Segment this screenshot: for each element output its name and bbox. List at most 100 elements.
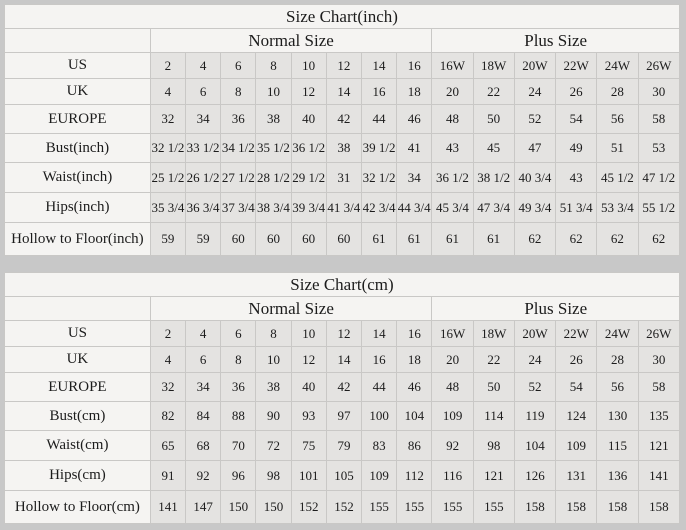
size-value-cell: 97 <box>325 401 363 431</box>
size-value-cell: 43 <box>431 133 474 163</box>
size-value-cell: 43 <box>555 162 598 193</box>
size-value-cell: 36 <box>220 104 257 134</box>
size-value-cell: 4 <box>149 346 187 373</box>
size-value-cell: 75 <box>290 430 327 461</box>
size-value-cell: 100 <box>361 401 398 431</box>
size-value-cell: 32 <box>149 104 187 134</box>
size-value-cell: 92 <box>185 460 222 491</box>
table-row: Hips(inch) 35 3/4 36 3/4 37 3/4 38 3/4 39 3/4… <box>4 192 680 223</box>
size-value-cell: 34 <box>185 104 222 134</box>
size-value-cell: 4 <box>149 78 187 105</box>
size-value-cell: 49 <box>555 133 598 163</box>
size-value-cell: 70 <box>220 430 257 461</box>
size-value-cell: 16W <box>431 52 474 79</box>
size-value-cell: 8 <box>220 346 257 373</box>
size-value-cell: 47 3/4 <box>472 192 515 223</box>
size-value-cell: 36 1/2 <box>431 162 474 193</box>
row-label: US <box>4 320 151 347</box>
table-row: Waist(cm) 65 68 70 72 75 79 83 86 92 98 104 109 115 12… <box>4 430 681 461</box>
size-value-cell: 116 <box>431 460 474 491</box>
table-row: EUROPE 32 34 36 38 40 42 44 46 48 50 52 54 56 58 <box>4 104 680 134</box>
size-value-cell: 54 <box>555 372 598 402</box>
size-value-cell: 34 1/2 <box>220 133 257 163</box>
size-value-cell: 41 3/4 <box>325 192 362 223</box>
size-value-cell: 4 <box>185 52 222 79</box>
size-value-cell: 36 3/4 <box>185 192 222 223</box>
size-value-cell: 24W <box>596 320 639 347</box>
size-chart-title: Size Chart(cm) <box>4 272 680 297</box>
size-value-cell: 53 <box>637 133 680 163</box>
size-value-cell: 6 <box>220 52 257 79</box>
size-value-cell: 109 <box>431 401 474 431</box>
size-value-cell: 58 <box>637 372 681 402</box>
size-value-cell: 60 <box>325 222 362 256</box>
size-value-cell: 62 <box>513 222 557 256</box>
size-value-cell: 47 <box>513 133 557 163</box>
size-value-cell: 39 3/4 <box>290 192 327 223</box>
size-value-cell: 8 <box>220 78 257 105</box>
table-row: UK 4 6 8 10 12 14 16 18 20 22 24 26 28 30 <box>4 78 680 105</box>
size-value-cell: 60 <box>255 222 292 256</box>
row-label: Bust(inch) <box>4 133 151 163</box>
size-value-cell: 155 <box>396 490 433 524</box>
size-value-cell: 98 <box>255 460 292 491</box>
row-label: EUROPE <box>4 372 151 402</box>
size-value-cell: 68 <box>185 430 222 461</box>
size-value-cell: 22W <box>555 52 598 79</box>
size-value-cell: 6 <box>185 346 222 373</box>
size-value-cell: 49 3/4 <box>513 192 557 223</box>
size-value-cell: 38 1/2 <box>472 162 515 193</box>
size-value-cell: 39 1/2 <box>360 133 398 163</box>
size-value-cell: 119 <box>513 401 557 431</box>
size-value-cell: 136 <box>596 460 639 491</box>
size-value-cell: 18W <box>472 320 515 347</box>
size-value-cell: 16 <box>361 346 398 373</box>
size-value-cell: 20W <box>513 320 557 347</box>
size-value-cell: 32 1/2 <box>360 162 398 193</box>
size-value-cell: 46 <box>396 372 433 402</box>
size-value-cell: 36 1/2 <box>290 133 327 163</box>
size-value-cell: 12 <box>290 78 327 105</box>
table-row: EUROPE 32 34 36 38 40 42 44 46 48 50 52 54 56 58 <box>4 372 681 402</box>
size-value-cell: 158 <box>513 490 557 524</box>
size-value-cell: 88 <box>220 401 257 431</box>
size-value-cell: 141 <box>637 460 681 491</box>
size-value-cell: 52 <box>513 372 557 402</box>
table-row: UK 4 6 8 10 12 14 16 18 20 22 24 26 28 30 <box>4 346 681 373</box>
size-value-cell: 52 <box>513 104 557 134</box>
size-value-cell: 126 <box>513 460 557 491</box>
size-value-cell: 135 <box>637 401 681 431</box>
size-value-cell: 104 <box>396 401 433 431</box>
size-value-cell: 35 1/2 <box>255 133 292 163</box>
size-value-cell: 18 <box>396 346 433 373</box>
size-value-cell: 59 <box>185 222 222 256</box>
size-value-cell: 22 <box>472 78 515 105</box>
size-value-cell: 59 <box>149 222 187 256</box>
size-value-cell: 10 <box>290 52 327 79</box>
size-value-cell: 61 <box>396 222 433 256</box>
size-value-cell: 2 <box>149 52 187 79</box>
size-value-cell: 72 <box>255 430 292 461</box>
size-value-cell: 42 3/4 <box>360 192 398 223</box>
size-value-cell: 96 <box>220 460 257 491</box>
size-value-cell: 34 <box>396 162 433 193</box>
size-value-cell: 22 <box>472 346 515 373</box>
table-row: Waist(inch) 25 1/2 26 1/2 27 1/2 28 1/2 29 1/… <box>4 162 680 193</box>
table-row: US 2 4 6 8 10 12 14 16 16W 18W 20W 22W 24W 26W <box>4 52 680 79</box>
size-value-cell: 12 <box>325 320 363 347</box>
size-value-cell: 38 <box>325 133 362 163</box>
size-value-cell: 51 3/4 <box>555 192 598 223</box>
size-value-cell: 83 <box>361 430 398 461</box>
size-value-cell: 10 <box>255 78 292 105</box>
size-value-cell: 26 1/2 <box>185 162 222 193</box>
group-header-plus-size: Plus Size <box>431 296 680 321</box>
size-value-cell: 20W <box>513 52 557 79</box>
size-value-cell: 28 1/2 <box>255 162 292 193</box>
size-value-cell: 27 1/2 <box>220 162 257 193</box>
size-value-cell: 51 <box>596 133 639 163</box>
size-value-cell: 24 <box>513 346 557 373</box>
size-value-cell: 24W <box>596 52 639 79</box>
size-value-cell: 38 3/4 <box>255 192 292 223</box>
size-value-cell: 48 <box>431 372 474 402</box>
size-value-cell: 26W <box>637 320 681 347</box>
